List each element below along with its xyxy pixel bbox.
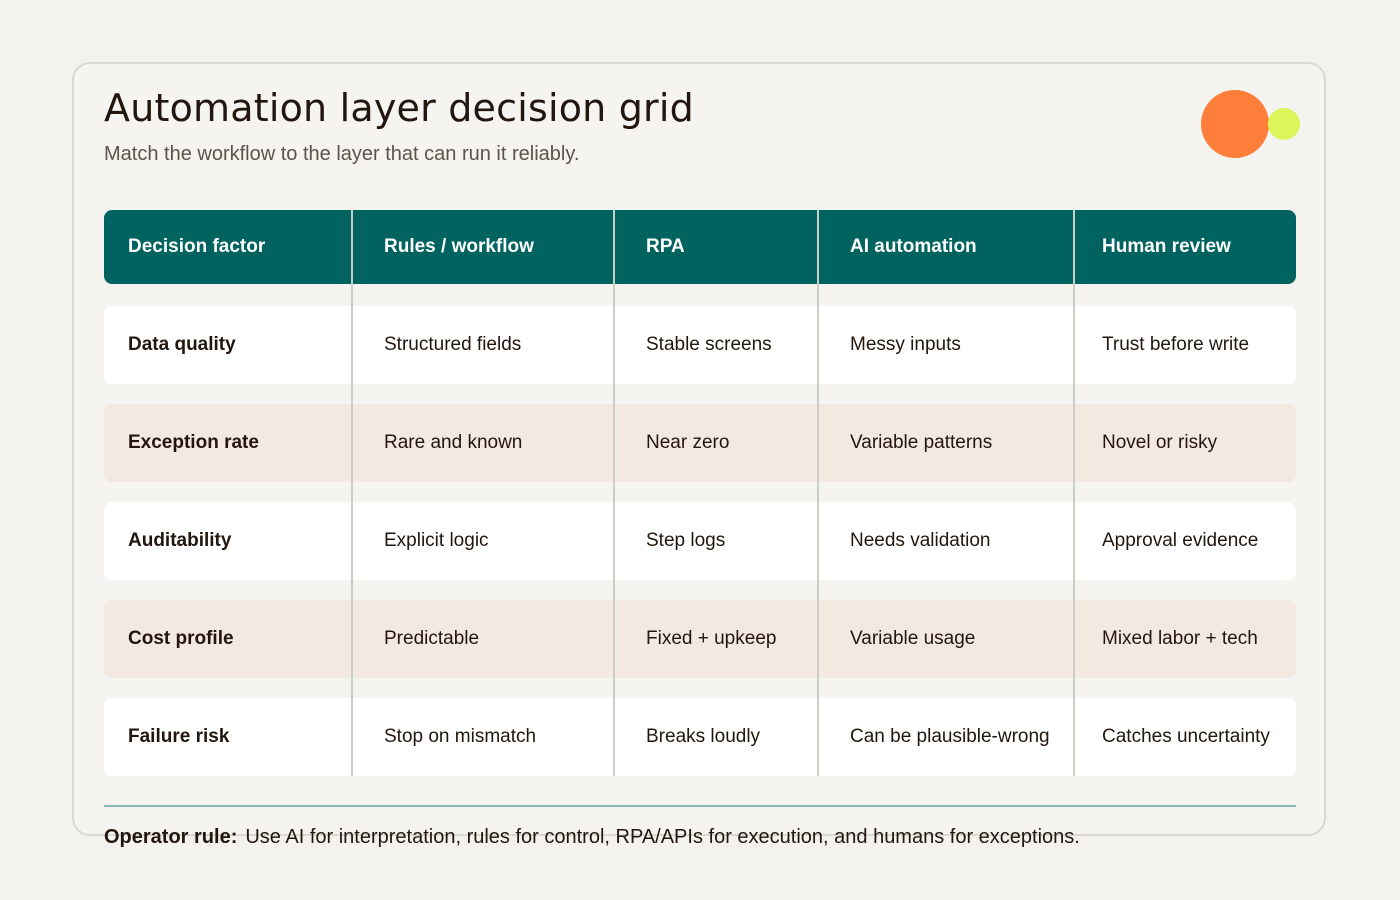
cell-ai-automation: Variable patterns bbox=[850, 432, 993, 453]
lime-circle-icon bbox=[1268, 108, 1300, 140]
column-divider bbox=[351, 210, 353, 776]
row-factor-label: Failure risk bbox=[128, 726, 230, 747]
cell-rules-workflow: Structured fields bbox=[384, 334, 522, 355]
row-factor-label: Data quality bbox=[128, 334, 236, 355]
table-row: Failure risk Stop on mismatch Breaks lou… bbox=[104, 698, 1296, 776]
cell-rpa: Stable screens bbox=[646, 334, 772, 355]
row-factor-label: Exception rate bbox=[128, 432, 259, 453]
cell-human-review: Catches uncertainty bbox=[1102, 726, 1270, 747]
operator-rule-footer: Operator rule: Use AI for interpretation,… bbox=[104, 826, 1080, 849]
cell-human-review: Approval evidence bbox=[1102, 530, 1259, 551]
cell-human-review: Trust before write bbox=[1102, 334, 1250, 355]
table-row: Auditability Explicit logic Step logs Ne… bbox=[104, 502, 1296, 580]
operator-rule-text: Use AI for interpretation, rules for con… bbox=[245, 826, 1080, 848]
cell-rules-workflow: Explicit logic bbox=[384, 530, 489, 551]
table-header-row: Decision factor Rules / workflow RPA AI … bbox=[104, 210, 1296, 284]
column-divider bbox=[1073, 210, 1075, 776]
orange-circle-icon bbox=[1201, 90, 1269, 158]
page-subtitle: Match the workflow to the layer that can… bbox=[104, 143, 580, 165]
table-row: Exception rate Rare and known Near zero … bbox=[104, 404, 1296, 482]
cell-ai-automation: Variable usage bbox=[850, 628, 976, 649]
cell-ai-automation: Needs validation bbox=[850, 530, 991, 551]
header-decision-factor: Decision factor bbox=[128, 236, 266, 257]
header-rpa: RPA bbox=[646, 236, 685, 257]
column-divider bbox=[817, 210, 819, 776]
header-ai-automation: AI automation bbox=[850, 236, 977, 257]
header-human-review: Human review bbox=[1102, 236, 1231, 257]
cell-rules-workflow: Predictable bbox=[384, 628, 480, 649]
decision-table: Decision factor Rules / workflow RPA AI … bbox=[104, 210, 1296, 776]
header-rules-workflow: Rules / workflow bbox=[384, 236, 534, 257]
cell-rpa: Near zero bbox=[646, 432, 730, 453]
cell-rules-workflow: Stop on mismatch bbox=[384, 726, 537, 747]
operator-rule-label: Operator rule: bbox=[104, 826, 238, 848]
footer-divider bbox=[104, 805, 1296, 807]
cell-rules-workflow: Rare and known bbox=[384, 432, 523, 453]
column-divider bbox=[613, 210, 615, 776]
cell-ai-automation: Can be plausible-wrong bbox=[850, 726, 1050, 747]
cell-human-review: Novel or risky bbox=[1102, 432, 1218, 453]
cell-rpa: Step logs bbox=[646, 530, 726, 551]
table-row: Cost profile Predictable Fixed + upkeep … bbox=[104, 600, 1296, 678]
table-row: Data quality Structured fields Stable sc… bbox=[104, 306, 1296, 384]
row-factor-label: Cost profile bbox=[128, 628, 234, 649]
row-factor-label: Auditability bbox=[128, 530, 232, 551]
page-title: Automation layer decision grid bbox=[104, 86, 694, 130]
cell-ai-automation: Messy inputs bbox=[850, 334, 961, 355]
cell-rpa: Fixed + upkeep bbox=[646, 628, 777, 649]
cell-rpa: Breaks loudly bbox=[646, 726, 761, 747]
cell-human-review: Mixed labor + tech bbox=[1102, 628, 1258, 649]
